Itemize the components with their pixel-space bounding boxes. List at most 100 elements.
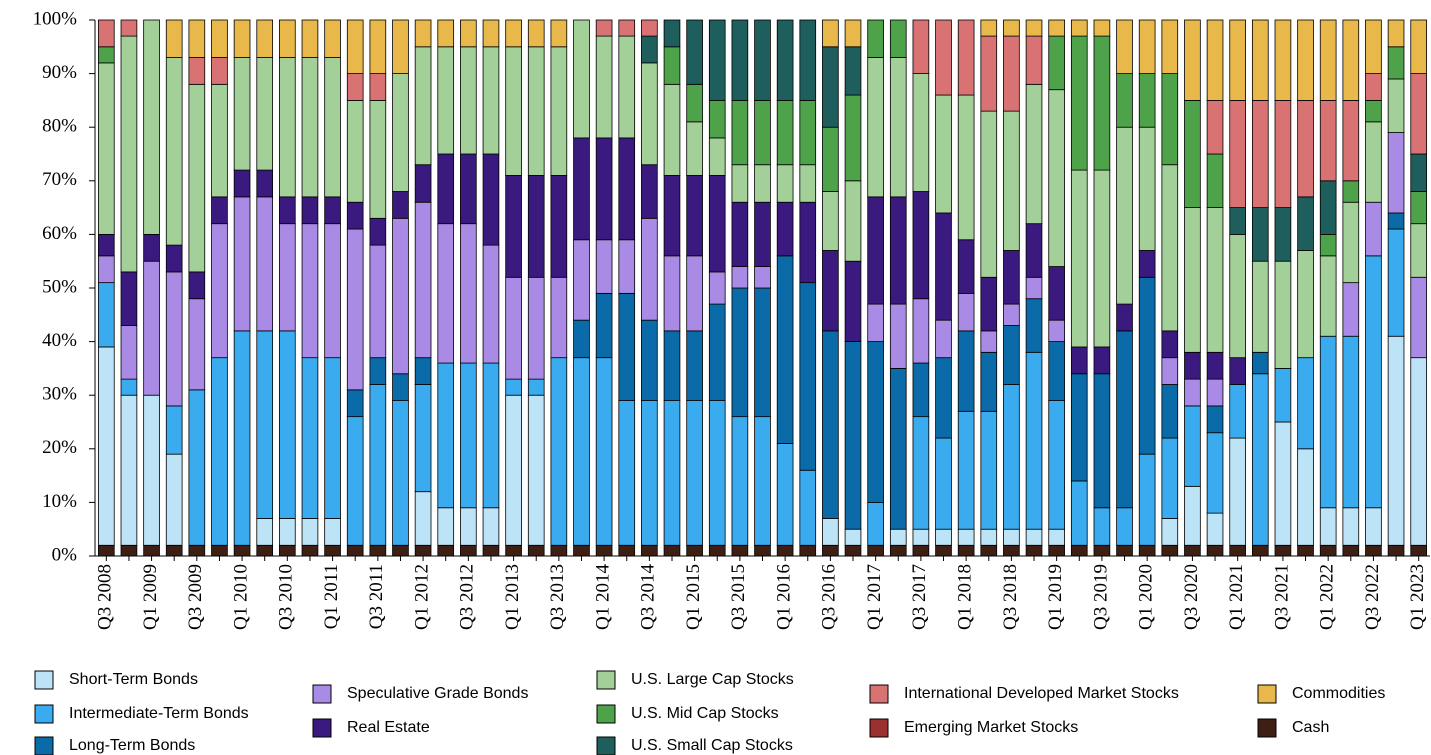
bar-segment	[867, 544, 884, 557]
bar-segment	[1184, 351, 1201, 380]
bar-segment	[731, 416, 749, 546]
bar-segment	[301, 357, 319, 519]
bar-segment	[97, 544, 115, 557]
legend-swatch	[34, 736, 54, 755]
bar-segment	[527, 544, 545, 557]
bar-segment	[188, 83, 206, 273]
bar-segment	[1161, 518, 1179, 546]
bar-segment	[1048, 341, 1065, 401]
bar-segment	[369, 357, 387, 385]
bar-segment	[1161, 330, 1179, 359]
bar-segment	[346, 228, 364, 391]
bar-segment	[867, 501, 884, 546]
x-tick-label: Q3 2009	[185, 564, 206, 630]
bar-segment	[663, 544, 681, 557]
bar-segment	[1206, 207, 1224, 353]
bar-segment	[1003, 35, 1020, 112]
bar-segment	[1184, 207, 1201, 353]
bar-segment	[1365, 19, 1382, 74]
bar-segment	[912, 416, 930, 530]
bar-segment	[1319, 233, 1337, 257]
bar-segment	[1274, 207, 1292, 262]
bar-segment	[1070, 544, 1088, 557]
bar-segment	[641, 544, 658, 557]
bar-segment	[1274, 544, 1292, 557]
x-tick-label: Q3 2015	[728, 564, 749, 630]
x-tick-label: Q3 2010	[276, 564, 297, 630]
x-tick-label: Q1 2012	[411, 564, 432, 630]
legend-label: U.S. Small Cap Stocks	[631, 737, 793, 754]
bar-segment	[120, 544, 138, 557]
y-tick-label: 90%	[42, 62, 77, 83]
bar-segment	[754, 164, 771, 203]
y-tick-label: 10%	[42, 491, 77, 512]
bar-segment	[437, 362, 455, 509]
bar-segment	[143, 233, 160, 262]
bar-segment	[1025, 351, 1043, 530]
bar-segment	[1116, 507, 1133, 546]
bar-segment	[233, 57, 251, 171]
bar-segment	[1410, 276, 1428, 359]
bar-segment	[1410, 153, 1428, 192]
bar-segment	[437, 46, 455, 155]
bar-segment	[935, 212, 952, 321]
bar-segment	[641, 164, 658, 219]
bar-segment	[414, 46, 432, 166]
bar-segment	[754, 544, 771, 557]
bar-segment	[1387, 228, 1405, 337]
bar-segment	[527, 378, 545, 396]
bar-segment	[527, 276, 545, 380]
bar-segment	[1365, 100, 1382, 123]
bar-segment	[1116, 330, 1133, 509]
bar-segment	[595, 357, 613, 546]
x-tick-label: Q1 2011	[321, 564, 342, 629]
bar-segment	[460, 153, 477, 225]
bar-segment	[799, 282, 817, 471]
bar-segment	[1003, 250, 1020, 305]
bar-segment	[527, 19, 545, 48]
bar-segment	[1025, 19, 1043, 37]
bar-segment	[1342, 201, 1360, 284]
bar-segment	[392, 400, 409, 546]
bar-segment	[867, 196, 884, 305]
bar-segment	[731, 266, 749, 289]
bar-segment	[324, 19, 341, 58]
bar-segment	[1319, 19, 1337, 101]
bar-segment	[279, 57, 296, 198]
bar-segment	[731, 100, 749, 166]
bar-segment	[1093, 507, 1111, 546]
bar-segment	[211, 223, 228, 359]
x-tick-label: Q1 2009	[140, 564, 161, 630]
bar-segment	[663, 46, 681, 85]
bar-segment	[663, 255, 681, 332]
bar-segment	[392, 544, 409, 557]
bar-segment	[188, 57, 206, 85]
bar-segment	[1184, 544, 1201, 557]
bar-segment	[1365, 507, 1382, 546]
bar-segment	[822, 330, 839, 519]
bar-segment	[437, 153, 455, 225]
bar-segment	[1093, 544, 1111, 557]
legend-swatch	[596, 670, 616, 690]
bar-segment	[414, 357, 432, 385]
bar-segment	[346, 544, 364, 557]
bar-segment	[211, 196, 228, 225]
bar-segment	[188, 271, 206, 300]
bar-segment	[754, 266, 771, 289]
bar-segment	[120, 378, 138, 396]
bar-segment	[256, 196, 274, 332]
legend-label: Intermediate-Term Bonds	[69, 705, 249, 722]
bar-segment	[1410, 357, 1428, 546]
bar-segment	[1025, 223, 1043, 278]
bar-segment	[754, 416, 771, 546]
bar-segment	[1138, 250, 1156, 278]
x-tick-label: Q1 2020	[1136, 564, 1157, 630]
bar-segment	[754, 287, 771, 418]
bar-segment	[867, 57, 884, 198]
bar-segment	[1206, 544, 1224, 557]
bar-segment	[1229, 384, 1246, 439]
bar-segment	[188, 298, 206, 391]
bar-segment	[686, 400, 703, 546]
bar-segment	[641, 35, 658, 64]
bar-segment	[550, 276, 568, 359]
